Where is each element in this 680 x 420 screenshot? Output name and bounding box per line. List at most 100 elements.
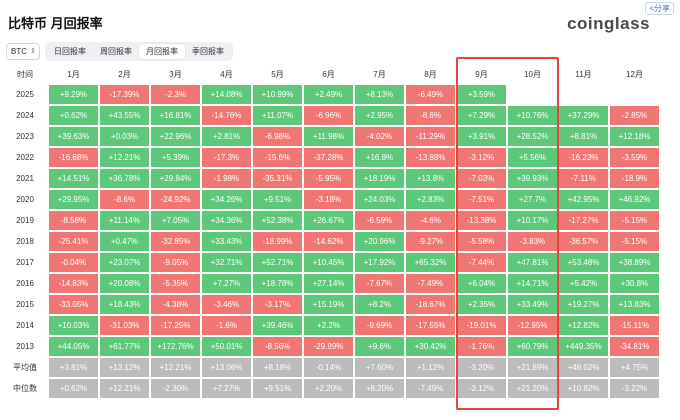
- column-header[interactable]: 6月: [303, 64, 354, 84]
- column-header[interactable]: 5月: [252, 64, 303, 84]
- return-cell: -1.76%: [456, 336, 507, 357]
- column-header[interactable]: 3月: [150, 64, 201, 84]
- column-header[interactable]: 1月: [48, 64, 99, 84]
- return-cell: +15.19%: [303, 294, 354, 315]
- return-cell: +3.91%: [456, 126, 507, 147]
- return-cell: +5.42%: [558, 273, 609, 294]
- return-cell: -8.56%: [252, 336, 303, 357]
- return-cell: -9.69%: [354, 315, 405, 336]
- return-cell: -6.96%: [303, 105, 354, 126]
- return-cell: +30.8%: [609, 273, 660, 294]
- return-cell: +2.49%: [303, 84, 354, 105]
- return-cell: +12.21%: [99, 147, 150, 168]
- return-cell: -6.49%: [405, 84, 456, 105]
- return-cell: +39.46%: [252, 315, 303, 336]
- return-cell: +46.92%: [609, 189, 660, 210]
- return-cell: -18.67%: [405, 294, 456, 315]
- return-cell: +11.98%: [303, 126, 354, 147]
- column-header[interactable]: 2月: [99, 64, 150, 84]
- return-cell: -29.89%: [303, 336, 354, 357]
- table-row: 2018 -25.41% +0.47% -32.85% +33.43% -18.99% -1…: [2, 231, 660, 252]
- return-cell: -25.41%: [48, 231, 99, 252]
- stat-cell: +9.51%: [252, 378, 303, 399]
- return-cell: +11.07%: [252, 105, 303, 126]
- column-header[interactable]: 4月: [201, 64, 252, 84]
- return-cell: +53.48%: [558, 252, 609, 273]
- return-cell: +2.95%: [354, 105, 405, 126]
- return-cell: +10.99%: [252, 84, 303, 105]
- return-cell: +10.03%: [48, 315, 99, 336]
- return-cell: +9.51%: [252, 189, 303, 210]
- year-label: 2023: [2, 126, 48, 147]
- column-header[interactable]: 7月: [354, 64, 405, 84]
- table-row: 2015 -33.05% +18.43% -4.38% -3.46% -3.17% +15.…: [2, 294, 660, 315]
- year-label: 2021: [2, 168, 48, 189]
- stat-row: 平均值 +3.81% +13.12% +12.21% +13.06% +8.18% -0.1…: [2, 357, 660, 378]
- year-label: 2017: [2, 252, 48, 273]
- return-cell: [609, 84, 660, 105]
- stat-row-label: 平均值: [2, 357, 48, 378]
- return-cell: -18.99%: [252, 231, 303, 252]
- stat-cell: +10.82%: [558, 378, 609, 399]
- return-cell: +12.18%: [609, 126, 660, 147]
- table-row: 2016 -14.83% +20.08% -5.35% +7.27% +18.78% +27…: [2, 273, 660, 294]
- return-cell: -7.44%: [456, 252, 507, 273]
- page-title: 比特币 月回报率: [8, 16, 103, 31]
- return-cell: +28.52%: [507, 126, 558, 147]
- return-cell: -16.68%: [48, 147, 99, 168]
- return-cell: +34.26%: [201, 189, 252, 210]
- stat-cell: +12.21%: [99, 378, 150, 399]
- return-cell: +12.82%: [558, 315, 609, 336]
- return-cell: -14.83%: [48, 273, 99, 294]
- table-row: 2017 -0.04% +23.07% -9.05% +32.71% +52.71% +10…: [2, 252, 660, 273]
- share-link[interactable]: <分享: [645, 2, 674, 15]
- tab-monthly-return[interactable]: 月回报率: [139, 44, 185, 59]
- stat-cell: +13.12%: [99, 357, 150, 378]
- return-cell: -5.15%: [609, 210, 660, 231]
- year-label: 2018: [2, 231, 48, 252]
- stat-cell: +0.62%: [48, 378, 99, 399]
- table-body: 2025 +9.29% -17.39% -2.3% +14.08% +10.99% +2.4…: [2, 84, 660, 399]
- return-cell: +16.8%: [354, 147, 405, 168]
- year-label: 2014: [2, 315, 48, 336]
- return-cell: +0.03%: [99, 126, 150, 147]
- return-cell: -3.18%: [303, 189, 354, 210]
- column-header[interactable]: 11月: [558, 64, 609, 84]
- return-cell: -5.35%: [150, 273, 201, 294]
- stat-cell: -0.14%: [303, 357, 354, 378]
- table-header-row: 时间 1月 2月 3月 4月 5月 6月 7月 8月 9月 10月 11月 12…: [2, 64, 660, 84]
- return-cell: -4.38%: [150, 294, 201, 315]
- return-cell: +61.77%: [99, 336, 150, 357]
- return-cell: -24.92%: [150, 189, 201, 210]
- return-cell: -3.12%: [456, 147, 507, 168]
- stat-cell: -3.22%: [609, 378, 660, 399]
- column-header[interactable]: 9月: [456, 64, 507, 84]
- column-header[interactable]: 12月: [609, 64, 660, 84]
- stat-cell: +1.12%: [405, 357, 456, 378]
- return-cell: +14.71%: [507, 273, 558, 294]
- tab-quarterly-return[interactable]: 季回报率: [192, 47, 224, 56]
- stat-cell: +21.89%: [507, 357, 558, 378]
- year-label: 2024: [2, 105, 48, 126]
- return-cell: +14.08%: [201, 84, 252, 105]
- return-cell: +14.51%: [48, 168, 99, 189]
- return-cell: +10.76%: [507, 105, 558, 126]
- return-cell: +52.71%: [252, 252, 303, 273]
- return-cell: -7.49%: [405, 273, 456, 294]
- stat-cell: +7.27%: [201, 378, 252, 399]
- return-cell: +13.8%: [405, 168, 456, 189]
- return-cell: -18.9%: [609, 168, 660, 189]
- return-cell: +8.2%: [354, 294, 405, 315]
- coin-select[interactable]: BTC ⇕: [6, 43, 40, 60]
- return-cell: -0.04%: [48, 252, 99, 273]
- return-cell: -3.17%: [252, 294, 303, 315]
- return-cell: +43.55%: [99, 105, 150, 126]
- tab-daily-return[interactable]: 日回报率: [54, 47, 86, 56]
- column-header[interactable]: 10月: [507, 64, 558, 84]
- return-cell: +24.03%: [354, 189, 405, 210]
- return-cell: -17.27%: [558, 210, 609, 231]
- tab-weekly-return[interactable]: 周回报率: [100, 47, 132, 56]
- stat-cell: +2.20%: [303, 378, 354, 399]
- return-cell: +47.81%: [507, 252, 558, 273]
- column-header[interactable]: 8月: [405, 64, 456, 84]
